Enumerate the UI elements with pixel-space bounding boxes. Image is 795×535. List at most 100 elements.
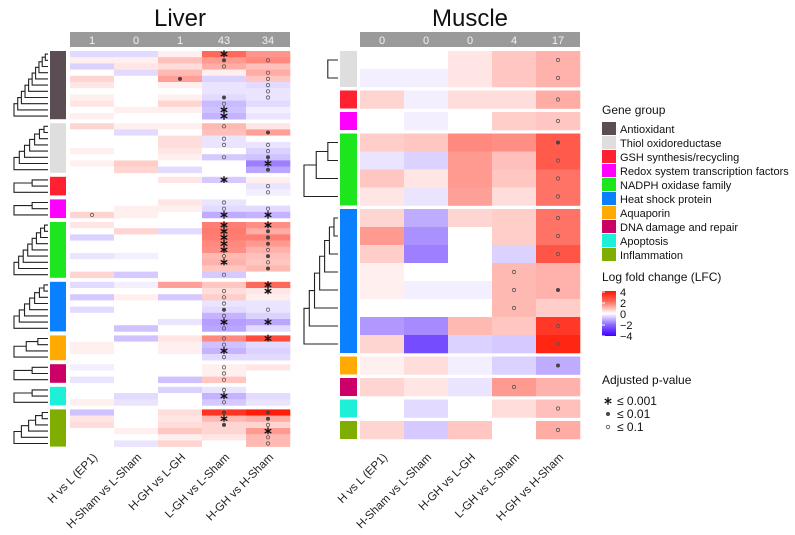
heatmap-cell: [114, 183, 159, 190]
heatmap-cell: [448, 245, 493, 264]
heatmap-cell: [492, 335, 537, 354]
heatmap-cell: [114, 166, 159, 174]
sig-marker-p001: [222, 410, 226, 415]
panel-title: Liver: [154, 5, 206, 32]
sig-marker-p01: [555, 75, 561, 81]
heatmap-cell: [70, 82, 115, 89]
heatmap-cell: [404, 169, 449, 188]
heatmap-cell: [246, 141, 291, 149]
heatmap-cell: [536, 227, 581, 246]
dendrogram-branch: [327, 59, 338, 79]
heatmap-cell: [246, 176, 291, 184]
dendrogram-branch: [28, 419, 48, 432]
heatmap-cell: [448, 421, 493, 440]
sig-marker-p01: [221, 400, 227, 405]
heatmap-cell: [114, 141, 159, 149]
heatmap-cell: [448, 112, 493, 131]
dendrogram-branch: [313, 272, 338, 309]
dendrogram-branch: [31, 366, 48, 375]
heatmap-cell: [202, 288, 247, 295]
heatmap-cell: [404, 317, 449, 336]
heatmap-cell: [448, 227, 493, 246]
heatmap-cell: [70, 393, 115, 400]
heatmap-cell: [202, 100, 247, 108]
sig-marker-p01: [555, 341, 561, 347]
dendrogram-branch: [41, 411, 48, 420]
sig-marker-p01: [555, 57, 561, 63]
heatmap-cell: [158, 386, 203, 394]
sig-marker-p0001-asterisk-icon: [220, 392, 228, 401]
heatmap-cell: [158, 234, 203, 241]
heatmap-cell: [114, 82, 159, 89]
heatmap-cell: [70, 154, 115, 161]
colorbar-title: Log fold change (LFC): [602, 270, 721, 284]
heatmap-cell: [70, 440, 115, 447]
sig-marker-p001: [556, 288, 560, 292]
heatmap-cell: [70, 288, 115, 295]
heatmap-cell: [246, 88, 291, 95]
heatmap-cell: [70, 246, 115, 254]
heatmap-cell: [360, 169, 405, 188]
heatmap-cell: [360, 133, 405, 152]
sig-marker-p0001-asterisk-icon: [220, 233, 228, 242]
heatmap-cell: [360, 299, 405, 318]
heatmap-cell: [114, 75, 159, 83]
heatmap-cell: [158, 246, 203, 254]
sig-marker-p01: [221, 288, 227, 294]
legend-label: Aquaporin: [620, 208, 670, 220]
sig-marker-p0001-asterisk-icon: [264, 210, 272, 219]
heatmap-cell: [536, 378, 581, 397]
panel-title: Muscle: [432, 5, 508, 32]
legend-label: Heat shock protein: [620, 194, 712, 206]
sig-marker-p001: [266, 130, 270, 135]
heatmap-cell: [404, 227, 449, 246]
sig-marker-p0001-asterisk-icon: [220, 210, 228, 219]
heatmap-cell: [202, 160, 247, 167]
heatmap-cell: [114, 57, 159, 64]
sig-marker-p01: [221, 206, 227, 211]
heatmap-cell: [158, 265, 203, 272]
sig-count-label: 0: [133, 35, 139, 47]
heatmap-cell: [360, 69, 405, 88]
heatmap-cell: [70, 312, 115, 320]
heatmap-cell: [114, 100, 159, 108]
heatmap-cell: [114, 205, 159, 213]
heatmap-cell: [492, 51, 537, 70]
heatmap-cell: [404, 356, 449, 375]
heatmap-cell: [114, 428, 159, 435]
heatmap-cell: [202, 341, 247, 349]
heatmap-cell: [202, 154, 247, 161]
heatmap-cell: [158, 141, 203, 149]
heatmap-cell: [202, 166, 247, 174]
sig-marker-p0001-asterisk-icon: [264, 318, 272, 327]
sig-marker-p001: [222, 307, 226, 312]
heatmap-cell: [492, 133, 537, 152]
sig-marker-p01: [221, 142, 227, 147]
sig-marker-p01: [221, 336, 227, 341]
heatmap-cell: [114, 281, 159, 289]
sig-marker-p01: [265, 58, 271, 63]
sig-marker-p0001-asterisk-icon: [220, 112, 228, 121]
sig-marker-p01: [555, 194, 561, 199]
sig-marker-p01: [511, 384, 517, 390]
heatmap-cell: [70, 306, 115, 314]
heatmap-cell: [246, 399, 291, 406]
sig-marker-p01: [265, 307, 271, 312]
heatmap-cell: [448, 51, 493, 70]
heatmap-cell: [404, 151, 449, 170]
heatmap-cell: [404, 378, 449, 397]
dendrogram-branch: [34, 133, 48, 146]
sig-marker-p01: [221, 155, 227, 160]
group-bar-aquaporin: [50, 335, 66, 361]
heatmap-cell: [70, 199, 115, 206]
heatmap-cell: [536, 90, 581, 109]
heatmap-cell: [360, 151, 405, 170]
sig-marker-p001: [266, 155, 270, 160]
heatmap-cell: [114, 135, 159, 143]
heatmap-cell: [158, 106, 203, 114]
sig-marker-p0001-asterisk-icon: [220, 414, 228, 423]
sig-count-header: [70, 32, 290, 47]
group-bar-gsh-synthesis-recycling: [50, 176, 66, 196]
heatmap-cell: [404, 209, 449, 228]
heatmap-cell: [70, 166, 115, 174]
